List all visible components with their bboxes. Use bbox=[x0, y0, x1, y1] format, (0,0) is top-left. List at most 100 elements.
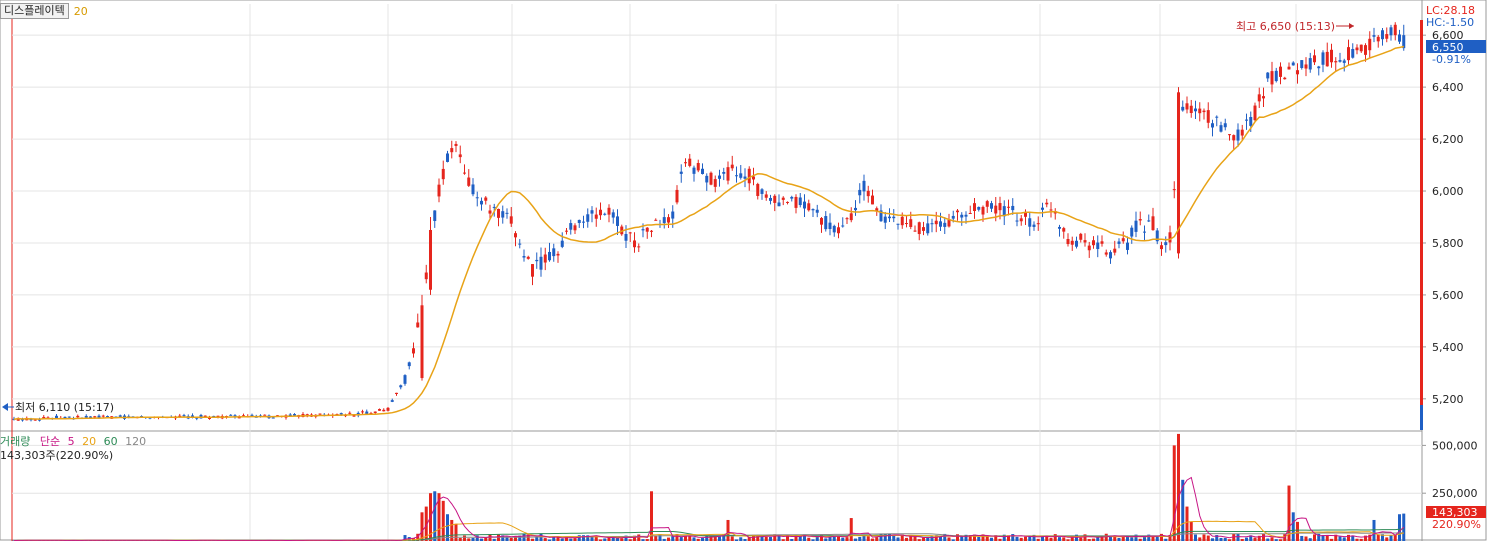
volume-bar bbox=[1368, 534, 1372, 541]
candle bbox=[743, 168, 747, 188]
candle bbox=[399, 384, 403, 390]
candle bbox=[611, 209, 615, 224]
candle bbox=[679, 164, 683, 183]
volume-bar bbox=[747, 537, 751, 541]
current-volume-label: 143,303 bbox=[1432, 506, 1478, 519]
candle-body bbox=[858, 189, 862, 196]
candle-body bbox=[386, 407, 390, 411]
candle-body bbox=[985, 201, 989, 207]
y-tick-label: 5,800 bbox=[1432, 237, 1464, 250]
volume-bar bbox=[1270, 537, 1274, 541]
candle bbox=[1296, 63, 1299, 84]
candle-body bbox=[369, 413, 373, 415]
candle-body bbox=[467, 177, 471, 186]
ma120-label: 120 bbox=[125, 435, 147, 448]
candle-body bbox=[373, 411, 377, 413]
candle-body bbox=[1338, 60, 1342, 62]
volume-bar bbox=[1393, 535, 1397, 541]
candle bbox=[1359, 44, 1363, 53]
candle bbox=[828, 213, 832, 236]
candle bbox=[1219, 121, 1223, 133]
volume-bar bbox=[1304, 536, 1308, 541]
candle-body bbox=[628, 232, 632, 234]
candle bbox=[786, 201, 789, 205]
y-tick-label: 5,200 bbox=[1432, 393, 1464, 406]
stock-name-box[interactable]: 디스플레이텍 bbox=[0, 3, 69, 19]
candle bbox=[1279, 62, 1282, 85]
volume-bar bbox=[1376, 534, 1380, 541]
volume-bar bbox=[1151, 536, 1155, 541]
volume-bar bbox=[1062, 537, 1066, 541]
volume-bar bbox=[1211, 538, 1214, 541]
volume-bar bbox=[824, 538, 828, 541]
volume-bar bbox=[1160, 533, 1163, 541]
candle-body bbox=[611, 212, 615, 218]
candle-body bbox=[1041, 207, 1044, 210]
candle bbox=[1075, 236, 1078, 249]
volume-bar bbox=[611, 536, 615, 541]
candle-body bbox=[807, 203, 811, 211]
candle-body bbox=[1045, 202, 1049, 205]
volume-bar bbox=[514, 536, 517, 541]
candle-body bbox=[586, 214, 590, 222]
candle-body bbox=[1342, 60, 1346, 63]
volume-bar bbox=[594, 535, 598, 541]
candle-body bbox=[212, 415, 216, 418]
candle bbox=[922, 221, 925, 236]
candle-body bbox=[739, 173, 743, 178]
candle bbox=[1079, 232, 1083, 243]
candle-body bbox=[1100, 241, 1104, 244]
volume-bar bbox=[1296, 521, 1299, 541]
volume-bar bbox=[879, 534, 883, 541]
candle bbox=[1147, 214, 1151, 223]
volume-bar bbox=[684, 536, 687, 541]
volume-bar bbox=[769, 537, 772, 541]
candle bbox=[968, 205, 972, 214]
candle-body bbox=[106, 416, 109, 418]
volume-bar bbox=[871, 538, 874, 541]
candle-body bbox=[1198, 108, 1202, 114]
candle bbox=[437, 178, 441, 203]
volume-bar bbox=[1253, 537, 1257, 541]
volume-bar bbox=[688, 536, 692, 541]
candle-body bbox=[38, 419, 41, 421]
volume-bar bbox=[637, 534, 641, 541]
volume-bar bbox=[645, 539, 649, 541]
candle bbox=[1211, 119, 1214, 137]
candle-body bbox=[811, 209, 815, 211]
candle bbox=[803, 194, 806, 217]
candle-body bbox=[454, 143, 458, 146]
candle bbox=[403, 374, 407, 386]
volume-bar bbox=[1355, 538, 1359, 541]
volume-bar bbox=[900, 534, 904, 541]
volume-bar bbox=[577, 535, 581, 541]
candle bbox=[501, 205, 505, 224]
volume-bar bbox=[658, 534, 662, 541]
volume-bar bbox=[1126, 535, 1129, 541]
candle bbox=[1304, 57, 1308, 77]
candle bbox=[888, 208, 891, 222]
candle-body bbox=[824, 216, 828, 230]
candle bbox=[446, 150, 449, 163]
volume-bar bbox=[841, 537, 845, 541]
candle-body bbox=[1368, 38, 1372, 51]
candle-body bbox=[1381, 30, 1384, 40]
candle-body bbox=[1011, 205, 1015, 211]
volume-bar bbox=[968, 535, 972, 541]
candle-body bbox=[1070, 240, 1074, 245]
candle-body bbox=[1402, 35, 1406, 49]
candle-body bbox=[118, 415, 122, 417]
volume-bar bbox=[599, 539, 602, 541]
volume-bar bbox=[943, 533, 947, 541]
candle-body bbox=[756, 183, 760, 196]
candle bbox=[722, 167, 726, 181]
candle-body bbox=[437, 184, 441, 197]
candle-body bbox=[140, 416, 143, 418]
volume-bar bbox=[569, 538, 573, 541]
candle bbox=[1198, 102, 1202, 122]
candle bbox=[594, 207, 598, 227]
candle-body bbox=[552, 248, 556, 257]
candle-body bbox=[620, 226, 624, 235]
candle-body bbox=[288, 414, 292, 416]
